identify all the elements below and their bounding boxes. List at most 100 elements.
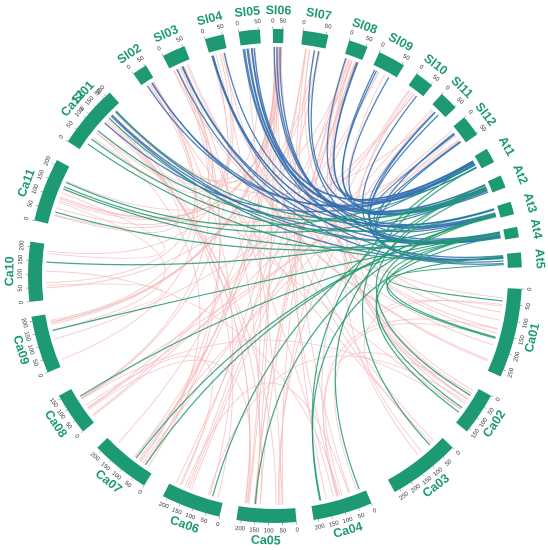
synteny-link bbox=[334, 323, 496, 491]
synteny-link bbox=[276, 47, 339, 497]
tick-mark bbox=[98, 450, 101, 453]
chromosome-segment-ca03 bbox=[387, 437, 453, 493]
tick-label: 0 bbox=[80, 105, 87, 112]
tick-mark bbox=[178, 503, 181, 507]
tick-label: 200 bbox=[235, 526, 246, 532]
tick-label: 100 bbox=[26, 344, 35, 356]
synteny-link bbox=[88, 359, 252, 504]
tick-label: 200 bbox=[314, 523, 326, 532]
synteny-link bbox=[144, 47, 282, 465]
synteny-link bbox=[281, 47, 497, 334]
tick-label: 0 bbox=[157, 46, 163, 53]
synteny-link bbox=[80, 68, 211, 399]
tick-mark bbox=[52, 163, 55, 165]
tick-mark bbox=[221, 32, 223, 35]
tick-label: 0 bbox=[36, 373, 43, 379]
tick-mark bbox=[345, 512, 347, 516]
synteny-link bbox=[344, 74, 466, 405]
tick-label: 50 bbox=[31, 359, 39, 368]
tick-label: 50 bbox=[94, 88, 103, 97]
tick-label: 0 bbox=[200, 29, 205, 36]
synteny-link bbox=[61, 82, 198, 360]
chromosome-label-sl05: Sl05 bbox=[234, 3, 261, 20]
tick-label: 50 bbox=[137, 55, 146, 64]
chromosome-segment-ca02 bbox=[456, 388, 492, 432]
tick-label: 0 bbox=[349, 30, 355, 37]
tick-label: 100 bbox=[433, 467, 445, 478]
synteny-link bbox=[246, 48, 486, 212]
synteny-link bbox=[293, 49, 327, 500]
tick-label: 50 bbox=[66, 120, 75, 129]
synteny-link bbox=[140, 66, 221, 462]
synteny-link bbox=[54, 211, 501, 251]
chromosome-segment-ca10 bbox=[28, 241, 45, 302]
tick-mark bbox=[86, 112, 89, 115]
tick-label: 50 bbox=[123, 480, 132, 489]
synteny-link bbox=[81, 55, 229, 399]
chromosome-segment-ca12 bbox=[67, 92, 120, 150]
chromosome-label-sl11: Sl11 bbox=[448, 74, 476, 102]
synteny-link bbox=[276, 47, 495, 226]
chromosome-segment-ca06 bbox=[162, 483, 223, 517]
chromosome-label-sl06: Sl06 bbox=[266, 3, 292, 17]
synteny-link bbox=[254, 215, 497, 505]
synteny-link bbox=[51, 47, 283, 325]
chromosome-label-sl07: Sl07 bbox=[305, 5, 333, 23]
tick-mark bbox=[430, 82, 433, 85]
synteny-link bbox=[108, 117, 500, 243]
tick-mark bbox=[74, 127, 77, 130]
tick-label: 0 bbox=[495, 396, 502, 403]
synteny-link bbox=[322, 318, 498, 497]
tick-label: 50 bbox=[199, 517, 208, 525]
synteny-link bbox=[388, 264, 504, 302]
chromosome-segment-sl08 bbox=[345, 40, 368, 60]
tick-mark bbox=[399, 489, 402, 492]
tick-label: 50 bbox=[280, 19, 287, 25]
synteny-link bbox=[187, 51, 321, 488]
tick-label: 200 bbox=[89, 452, 101, 463]
tick-mark bbox=[40, 190, 43, 193]
tick-mark bbox=[45, 176, 49, 179]
chromosome-segment-at5 bbox=[506, 252, 522, 268]
chromosome-label-at1: At1 bbox=[496, 134, 518, 158]
tick-label: 0 bbox=[418, 64, 425, 71]
chromosome-label-at5: At5 bbox=[532, 248, 547, 269]
tick-label: 0 bbox=[527, 287, 534, 292]
synteny-link bbox=[92, 67, 213, 193]
chromosome-label-ca05: Ca05 bbox=[251, 533, 281, 548]
chromosome-segment-at4 bbox=[503, 226, 519, 240]
tick-label: 50 bbox=[64, 422, 73, 431]
tick-mark bbox=[35, 205, 39, 207]
tick-mark bbox=[358, 508, 360, 511]
chromosome-label-ca01: Ca01 bbox=[522, 321, 543, 353]
tick-mark bbox=[365, 43, 368, 47]
tick-label: 150 bbox=[422, 475, 434, 486]
tick-mark bbox=[416, 71, 419, 74]
tick-mark bbox=[203, 36, 206, 40]
tick-mark bbox=[142, 485, 145, 488]
synteny-link bbox=[46, 81, 196, 283]
synteny-link bbox=[65, 166, 477, 227]
synteny-link bbox=[361, 166, 477, 446]
tick-label: 100 bbox=[184, 512, 196, 521]
synteny-link bbox=[212, 55, 496, 229]
chromosome-label-sl12: Sl12 bbox=[472, 100, 499, 129]
tick-mark bbox=[93, 104, 96, 107]
tick-mark bbox=[326, 31, 328, 35]
synteny-link bbox=[52, 201, 166, 331]
tick-label: 200 bbox=[19, 240, 25, 251]
chromosome-segment-ca01 bbox=[487, 288, 522, 377]
synteny-link bbox=[46, 51, 320, 289]
synteny-link bbox=[253, 47, 474, 201]
tick-mark bbox=[503, 369, 506, 371]
tick-mark bbox=[452, 447, 455, 450]
tick-mark bbox=[58, 398, 61, 401]
chromosome-segment-sl10 bbox=[408, 73, 433, 97]
synteny-link bbox=[326, 58, 474, 202]
tick-label: 150 bbox=[22, 331, 31, 343]
tick-mark bbox=[119, 469, 122, 472]
tick-label: 100 bbox=[55, 409, 66, 421]
tick-label: 200 bbox=[95, 84, 106, 96]
